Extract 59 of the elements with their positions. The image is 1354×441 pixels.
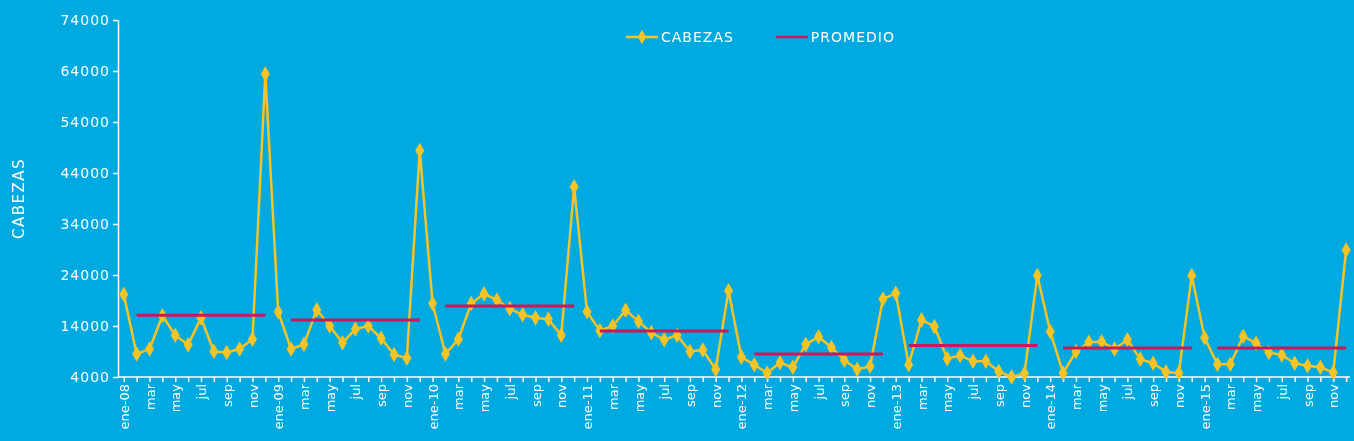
x-tick-label: mar: [1068, 383, 1084, 410]
x-tick-label: may: [168, 383, 184, 413]
x-tick-label: may: [1249, 383, 1265, 413]
x-tick-label: jul: [348, 384, 364, 401]
x-tick-label: sep: [1300, 384, 1316, 408]
x-tick-label: sep: [837, 384, 853, 408]
x-tick-label: jul: [657, 384, 673, 401]
x-tick-label: nov: [708, 383, 724, 408]
x-tick-label: sep: [1146, 384, 1162, 408]
x-tick-label: may: [322, 383, 338, 413]
x-tick-label: mar: [1223, 383, 1239, 410]
x-tick-label: nov: [1171, 383, 1187, 408]
x-tick-label: nov: [399, 383, 415, 408]
x-tick-label: ene-12: [734, 384, 750, 430]
y-tick-label: 34000: [60, 215, 110, 232]
x-tick-label: jul: [194, 384, 210, 401]
legend-label: PROMEDIO: [810, 28, 895, 45]
x-tick-label: mar: [605, 383, 621, 410]
x-tick-label: ene-13: [888, 384, 904, 430]
x-tick-label: mar: [914, 383, 930, 410]
x-tick-label: may: [631, 383, 647, 413]
x-tick-label: nov: [1017, 383, 1033, 408]
x-tick-label: jul: [966, 384, 982, 401]
x-tick-label: sep: [528, 384, 544, 408]
x-tick-label: nov: [554, 383, 570, 408]
x-tick-label: ene-11: [580, 384, 596, 430]
x-tick-label: sep: [991, 384, 1007, 408]
x-tick-label: mar: [760, 383, 776, 410]
x-tick-label: sep: [682, 384, 698, 408]
x-tick-label: jul: [1120, 384, 1136, 401]
x-tick-label: mar: [142, 383, 158, 410]
x-tick-label: may: [1094, 383, 1110, 413]
x-tick-label: nov: [863, 383, 879, 408]
x-tick-label: sep: [219, 384, 235, 408]
y-tick-label: 44000: [60, 164, 110, 181]
y-tick-label: 74000: [60, 11, 110, 28]
x-tick-label: ene-14: [1043, 384, 1059, 430]
x-tick-label: may: [940, 383, 956, 413]
x-tick-label: ene-15: [1197, 384, 1213, 430]
x-tick-label: ene-09: [271, 384, 287, 430]
y-tick-label: 64000: [60, 62, 110, 79]
y-tick-label: 24000: [60, 266, 110, 283]
x-tick-label: may: [785, 383, 801, 413]
x-tick-label: sep: [374, 384, 390, 408]
y-axis-title: CABEZAS: [10, 157, 28, 240]
legend-label: CABEZAS: [661, 28, 734, 45]
x-tick-label: ene-08: [116, 384, 132, 430]
x-tick-label: nov: [1326, 383, 1342, 408]
x-tick-label: mar: [296, 383, 312, 410]
x-tick-label: jul: [1274, 384, 1290, 401]
x-tick-label: jul: [811, 384, 827, 401]
x-tick-label: mar: [451, 383, 467, 410]
x-tick-label: ene-10: [425, 384, 441, 430]
y-tick-label: 14000: [60, 317, 110, 334]
y-tick-label: 54000: [60, 113, 110, 130]
y-tick-label: 4000: [70, 368, 110, 385]
x-tick-label: nov: [245, 383, 261, 408]
x-tick-label: jul: [502, 384, 518, 401]
x-tick-label: may: [477, 383, 493, 413]
